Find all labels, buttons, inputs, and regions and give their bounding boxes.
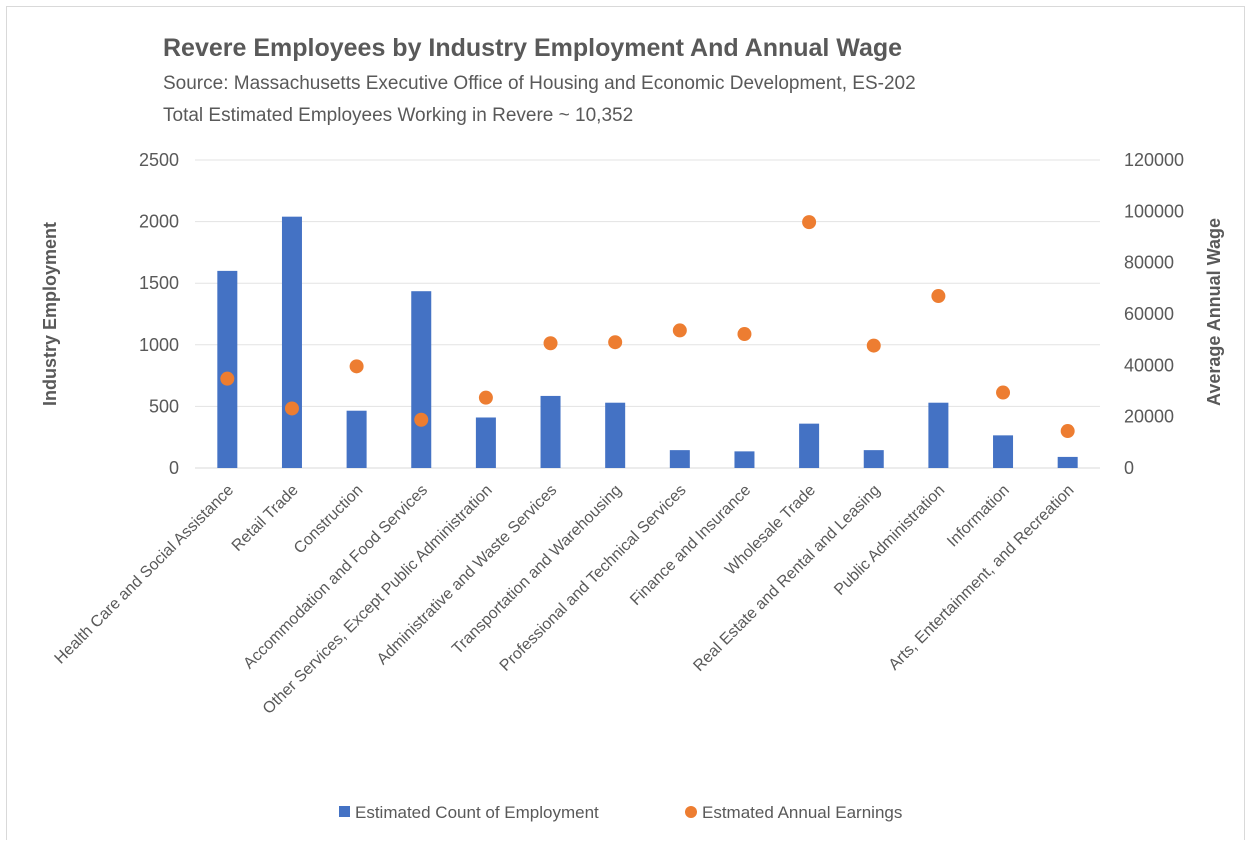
employment-bar: [411, 291, 432, 468]
employment-bar: [281, 216, 302, 468]
earnings-point: [608, 335, 623, 350]
earnings-point: [349, 359, 364, 374]
employment-bar: [475, 417, 496, 468]
left-tick-label: 2500: [139, 150, 179, 170]
bar-series: [217, 216, 1078, 468]
right-tick-label: 60000: [1124, 304, 1174, 324]
legend: Estimated Count of Employment Estmated A…: [339, 803, 902, 822]
legend-swatch-employment: [339, 806, 350, 817]
left-tick-label: 2000: [139, 212, 179, 232]
left-tick-label: 0: [169, 458, 179, 478]
earnings-point: [220, 371, 235, 386]
left-axis-title: Industry Employment: [40, 222, 60, 406]
right-tick-label: 40000: [1124, 355, 1174, 375]
left-tick-label: 1500: [139, 273, 179, 293]
earnings-point: [737, 327, 752, 342]
legend-label-earnings: Estmated Annual Earnings: [702, 803, 902, 822]
category-label: Public Administration: [831, 482, 948, 599]
legend-swatch-earnings: [685, 806, 697, 818]
chart-title: Revere Employees by Industry Employment …: [163, 34, 902, 62]
employment-bar: [993, 435, 1014, 468]
right-tick-label: 20000: [1124, 407, 1174, 427]
left-tick-label: 1000: [139, 335, 179, 355]
category-label: Finance and Insurance: [627, 482, 754, 609]
employment-bar: [799, 423, 820, 468]
category-labels: Health Care and Social AssistanceRetail …: [52, 482, 1078, 718]
employment-bar: [863, 450, 884, 468]
earnings-point: [931, 289, 946, 304]
earnings-point: [672, 323, 687, 338]
employment-bar: [540, 395, 561, 468]
left-tick-label: 500: [149, 396, 179, 416]
category-label: Information: [944, 482, 1013, 551]
right-tick-label: 0: [1124, 458, 1134, 478]
category-label: Other Services, Except Public Administra…: [260, 482, 496, 718]
employment-bar: [346, 410, 367, 468]
category-label: Health Care and Social Assistance: [52, 482, 238, 668]
left-axis-ticks: 0 500 1000 1500 2000 2500: [139, 150, 179, 478]
employment-bar: [217, 270, 238, 468]
scatter-series: [220, 215, 1075, 439]
chart-frame: [6, 6, 1245, 840]
earnings-point: [866, 338, 881, 353]
legend-label-employment: Estimated Count of Employment: [355, 803, 599, 822]
right-axis-title: Average Annual Wage: [1204, 218, 1224, 406]
earnings-point: [284, 401, 299, 416]
right-tick-label: 80000: [1124, 253, 1174, 273]
employment-bar: [1057, 456, 1078, 468]
right-axis-ticks: 0 20000 40000 60000 80000 100000 120000: [1124, 150, 1184, 478]
right-tick-label: 100000: [1124, 201, 1184, 221]
employment-bar: [928, 402, 949, 468]
earnings-point: [996, 385, 1011, 400]
earnings-point: [802, 215, 817, 230]
earnings-point: [414, 412, 429, 427]
gridlines: [195, 159, 1100, 469]
earnings-point: [478, 390, 493, 405]
right-tick-label: 120000: [1124, 150, 1184, 170]
earnings-point: [1060, 424, 1075, 439]
chart-subtitle-source: Source: Massachusetts Executive Office o…: [163, 73, 916, 94]
employment-bar: [734, 451, 755, 468]
employment-bar: [669, 450, 690, 468]
category-label: Retail Trade: [229, 482, 302, 555]
employment-bar: [605, 402, 626, 468]
earnings-point: [543, 336, 558, 351]
chart-subtitle-total: Total Estimated Employees Working in Rev…: [163, 105, 633, 126]
